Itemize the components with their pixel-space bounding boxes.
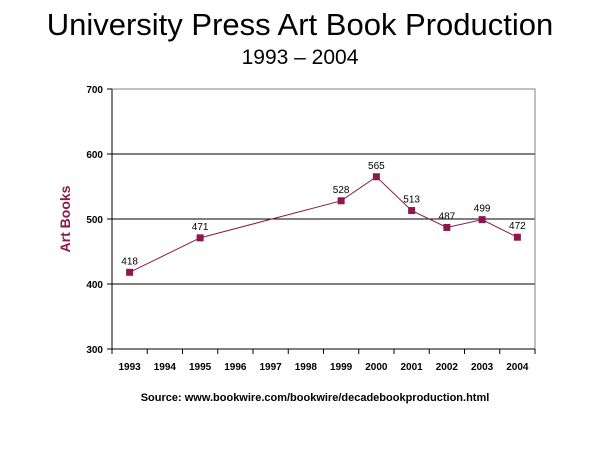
data-label-2001: 513: [403, 195, 420, 206]
data-label-1995: 471: [192, 222, 209, 233]
x-tick-label-1996: 1996: [224, 362, 247, 373]
x-tick-label-1995: 1995: [189, 362, 212, 373]
x-tick-label-2002: 2002: [436, 362, 459, 373]
data-point-2000: [372, 173, 380, 181]
chart-subtitle: 1993 – 2004: [241, 46, 359, 69]
data-point-2004: [513, 233, 521, 241]
y-axis-label: Art Books: [57, 185, 73, 252]
source-note: Source: www.bookwire.com/bookwire/decade…: [140, 392, 490, 404]
data-point-1993: [126, 268, 134, 276]
data-point-1999: [337, 197, 345, 205]
data-labels: 418 471 528 565 513 487 499 472: [121, 161, 526, 268]
y-tick-label-400: 400: [86, 280, 103, 291]
grid-lines: [112, 153, 535, 285]
x-tick-label-1994: 1994: [154, 362, 177, 373]
y-axis-ticks: 300 400 500 600 700: [86, 85, 112, 356]
series: [126, 173, 521, 276]
x-tick-label-2003: 2003: [471, 362, 494, 373]
y-tick-label-700: 700: [86, 85, 103, 96]
chart-title: University Press Art Book Production: [46, 7, 554, 42]
x-tick-label-1997: 1997: [260, 362, 283, 373]
x-tick-label-2001: 2001: [401, 362, 424, 373]
data-label-1999: 528: [333, 185, 350, 196]
data-point-2003: [478, 216, 486, 224]
data-label-2002: 487: [439, 211, 456, 222]
data-point-2002: [443, 223, 451, 231]
data-label-1993: 418: [121, 256, 138, 267]
series-line-0: [129, 176, 518, 273]
x-tick-label-1993: 1993: [119, 362, 142, 373]
data-label-2004: 472: [509, 221, 526, 232]
x-tick-label-1998: 1998: [295, 362, 318, 373]
x-axis-ticks: 1993 1994 1995 1996 1997 1998 1999 2000 2001 2002…: [111, 349, 536, 373]
data-label-2003: 499: [474, 204, 491, 215]
y-tick-label-500: 500: [86, 215, 103, 226]
y-tick-label-300: 300: [86, 345, 103, 356]
x-tick-label-2000: 2000: [365, 362, 388, 373]
data-point-1995: [196, 234, 204, 242]
data-point-2001: [408, 207, 416, 215]
y-tick-label-600: 600: [86, 150, 103, 161]
data-label-2000: 565: [368, 161, 385, 172]
x-tick-label-1999: 1999: [330, 362, 353, 373]
x-tick-label-2004: 2004: [506, 362, 529, 373]
